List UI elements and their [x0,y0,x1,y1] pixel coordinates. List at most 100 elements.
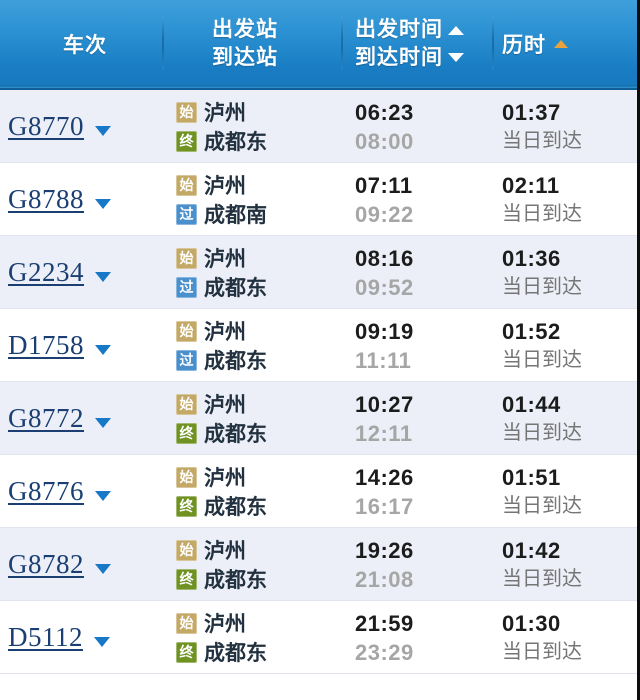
table-row[interactable]: G8772 始 泸州 终 成都东 10:27 12:11 01:44 当日到达 [0,382,637,455]
train-number-link[interactable]: G8782 [8,549,84,579]
train-number-cell[interactable]: G8770 [8,90,162,163]
arrive-station-line: 过 成都东 [176,273,267,302]
depart-station-line: 始 泸州 [176,609,246,638]
column-header-times[interactable]: 出发时间 到达时间 [355,0,495,88]
depart-station-name: 泸州 [204,248,246,271]
depart-station-name: 泸州 [204,613,246,636]
depart-station-line: 始 泸州 [176,244,246,273]
arrival-day-note: 当日到达 [502,202,582,225]
depart-time: 06:23 [355,99,414,125]
arrive-station-name: 成都东 [204,496,267,519]
depart-station-line: 始 泸州 [176,317,246,346]
chevron-down-icon[interactable] [95,271,111,282]
train-number-link[interactable]: G8770 [8,111,84,141]
arrive-time: 12:11 [355,420,413,446]
table-row[interactable]: G8788 始 泸州 过 成都南 07:11 09:22 02:11 当日到达 [0,163,637,236]
depart-station-badge: 始 [176,320,197,342]
arrive-station-name: 成都东 [204,423,267,446]
chevron-down-icon[interactable] [95,563,111,574]
column-header-train-number[interactable]: 车次 [8,0,162,88]
chevron-down-icon[interactable] [95,125,111,136]
arrive-station-line: 终 成都东 [176,492,267,521]
arrive-station-badge: 终 [176,495,197,517]
chevron-down-icon[interactable] [95,490,111,501]
depart-station-badge: 始 [176,393,197,415]
table-header: 车次 出发站 到达站 出发时间 到达时间 历时 [0,0,637,90]
time-cell: 10:27 12:11 [355,382,485,455]
train-number-cell[interactable]: G8782 [8,528,162,601]
train-number-link[interactable]: G8772 [8,403,84,433]
duration-cell: 01:30 当日到达 [502,601,632,674]
train-number-link[interactable]: G8776 [8,476,84,506]
depart-time: 14:26 [355,464,414,490]
train-row-list: G8770 始 泸州 终 成都东 06:23 08:00 01:37 当日到达 [0,90,637,674]
time-cell: 19:26 21:08 [355,528,485,601]
train-number-link[interactable]: G2234 [8,257,84,287]
time-cell: 08:16 09:52 [355,236,485,309]
chevron-down-icon[interactable] [95,198,111,209]
arrival-day-note: 当日到达 [502,640,582,663]
arrive-station-badge: 过 [176,349,197,371]
chevron-down-icon[interactable] [94,636,110,647]
duration-cell: 01:42 当日到达 [502,528,632,601]
table-row[interactable]: G8776 始 泸州 终 成都东 14:26 16:17 01:51 当日到达 [0,455,637,528]
depart-station-name: 泸州 [204,540,246,563]
arrive-station-line: 终 成都东 [176,638,267,667]
arrive-time: 08:00 [355,128,414,154]
arrive-time: 23:29 [355,639,414,665]
train-number-link[interactable]: D1758 [8,330,84,360]
train-number-cell[interactable]: G8776 [8,455,162,528]
header-underline [0,85,637,88]
depart-station-badge: 始 [176,539,197,561]
sort-asc-arrow-icon[interactable] [448,25,464,35]
arrival-day-note: 当日到达 [502,275,582,298]
table-row[interactable]: G2234 始 泸州 过 成都东 08:16 09:52 01:36 当日到达 [0,236,637,309]
chevron-down-icon[interactable] [95,344,111,355]
arrive-time: 09:52 [355,274,414,300]
train-number-cell[interactable]: D5112 [8,601,162,674]
depart-station-line: 始 泸州 [176,463,246,492]
arrive-station-badge: 过 [176,276,197,298]
chevron-down-icon[interactable] [95,417,111,428]
arrive-station-line: 终 成都东 [176,565,267,594]
train-number-link[interactable]: D5112 [8,622,83,652]
arrive-station-badge: 终 [176,641,197,663]
duration-cell: 01:37 当日到达 [502,90,632,163]
duration-value: 01:30 [502,610,561,636]
depart-station-name: 泸州 [204,467,246,490]
table-row[interactable]: D1758 始 泸州 过 成都东 09:19 11:11 01:52 当日到达 [0,309,637,382]
duration-cell: 01:44 当日到达 [502,382,632,455]
station-cell: 始 泸州 过 成都东 [176,236,341,309]
column-header-depart-time[interactable]: 出发时间 [355,16,464,44]
station-cell: 始 泸州 终 成都东 [176,601,341,674]
train-number-cell[interactable]: D1758 [8,309,162,382]
column-header-stations[interactable]: 出发站 到达站 [212,0,342,88]
arrive-station-name: 成都东 [204,642,267,665]
train-number-cell[interactable]: G8772 [8,382,162,455]
column-header-arrive-station: 到达站 [212,44,278,72]
train-number-cell[interactable]: G2234 [8,236,162,309]
duration-value: 01:44 [502,391,561,417]
arrival-day-note: 当日到达 [502,421,582,444]
column-header-duration[interactable]: 历时 [502,0,632,88]
table-row[interactable]: G8770 始 泸州 终 成都东 06:23 08:00 01:37 当日到达 [0,90,637,163]
sort-desc-arrow-icon[interactable] [448,53,464,63]
header-divider-3 [492,16,494,70]
train-number-cell[interactable]: G8788 [8,163,162,236]
sort-asc-arrow-active-icon[interactable] [554,40,568,48]
column-header-train-number-label: 车次 [63,34,107,57]
column-header-arrive-time[interactable]: 到达时间 [355,44,464,72]
table-row[interactable]: D5112 始 泸州 终 成都东 21:59 23:29 01:30 当日到达 [0,601,637,674]
depart-time: 21:59 [355,610,414,636]
arrive-station-name: 成都东 [204,131,267,154]
depart-station-badge: 始 [176,101,197,123]
arrive-station-line: 终 成都东 [176,127,267,156]
column-header-arrive-station-label: 到达站 [212,46,278,69]
train-number-link[interactable]: G8788 [8,184,84,214]
arrive-station-badge: 过 [176,203,197,225]
station-cell: 始 泸州 终 成都东 [176,90,341,163]
time-cell: 09:19 11:11 [355,309,485,382]
header-divider-1 [162,16,164,70]
table-row[interactable]: G8782 始 泸州 终 成都东 19:26 21:08 01:42 当日到达 [0,528,637,601]
